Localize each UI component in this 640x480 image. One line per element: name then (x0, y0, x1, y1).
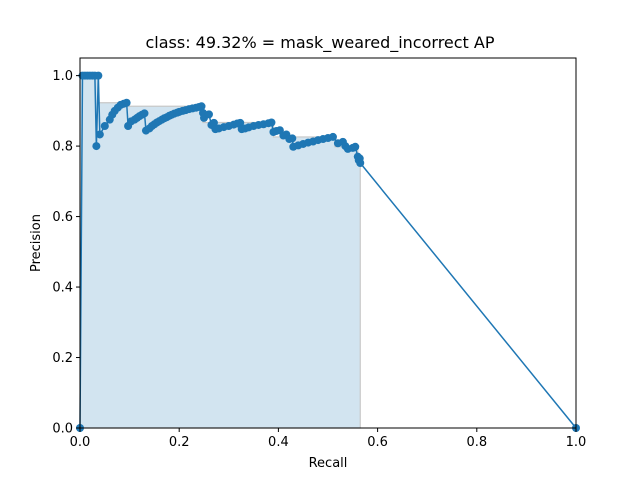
chart-title: class: 49.32% = mask_weared_incorrect AP (145, 33, 494, 53)
data-point (197, 102, 206, 111)
data-point (288, 134, 297, 143)
y-tick-label: 0.2 (52, 351, 73, 366)
data-point (95, 130, 104, 139)
data-point (100, 122, 109, 131)
plot-area (76, 71, 580, 432)
x-tick-label: 0.4 (268, 435, 289, 450)
data-point (236, 118, 245, 127)
data-point (356, 159, 365, 168)
x-axis: 0.0 0.2 0.4 0.6 0.8 1.0 (70, 428, 587, 450)
data-point (209, 118, 218, 127)
data-point (328, 132, 337, 141)
x-tick-label: 0.2 (169, 435, 190, 450)
y-axis-label: Precision (29, 214, 44, 272)
data-point (140, 109, 149, 118)
data-point (94, 71, 103, 80)
data-point (267, 118, 276, 127)
y-tick-label: 0.6 (52, 210, 73, 225)
data-point (122, 98, 131, 107)
data-point (92, 142, 101, 151)
y-tick-label: 0.0 (52, 422, 73, 437)
x-axis-label: Recall (309, 456, 348, 471)
y-tick-label: 0.4 (52, 281, 73, 296)
x-tick-label: 1.0 (566, 435, 587, 450)
x-tick-label: 0.6 (367, 435, 388, 450)
x-tick-label: 0.0 (70, 435, 91, 450)
y-axis: 0.0 0.2 0.4 0.6 0.8 1.0 (52, 69, 80, 437)
data-point (351, 142, 360, 151)
data-point (204, 110, 213, 119)
y-tick-label: 0.8 (52, 140, 73, 155)
y-tick-label: 1.0 (52, 69, 73, 84)
plot-frame (79, 57, 577, 429)
x-tick-label: 0.8 (466, 435, 487, 450)
